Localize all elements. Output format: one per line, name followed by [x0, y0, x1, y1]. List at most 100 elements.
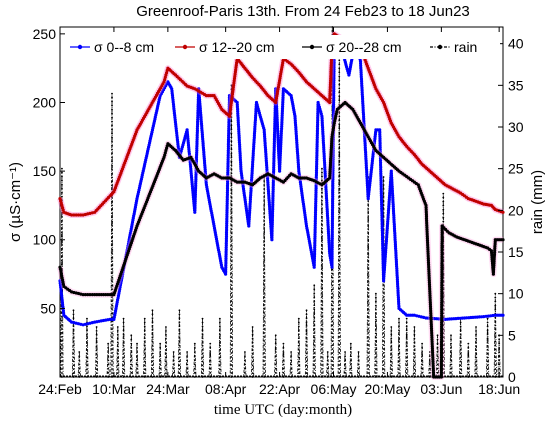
rain-point	[338, 327, 341, 330]
series-point	[224, 243, 228, 247]
series-point	[332, 96, 336, 100]
rain-point	[390, 341, 393, 344]
series-point	[193, 193, 197, 197]
rain-point	[151, 364, 154, 367]
rain-point	[331, 364, 334, 366]
rain-point	[367, 272, 370, 274]
rain-point	[467, 363, 470, 366]
series-point	[380, 204, 384, 209]
series-point	[279, 129, 283, 133]
series-point	[312, 263, 316, 267]
rain-point	[494, 324, 497, 327]
series-point	[331, 182, 335, 186]
rain-point	[297, 348, 300, 351]
rain-point	[201, 368, 204, 371]
series-point	[315, 162, 319, 166]
series-point	[70, 213, 74, 217]
rain-point	[282, 342, 285, 345]
rain-point	[413, 364, 416, 367]
series-point	[330, 217, 335, 221]
rain-point	[338, 135, 341, 138]
rain-point	[263, 188, 266, 190]
rain-point	[178, 317, 181, 320]
series-point	[226, 144, 230, 148]
series-point	[225, 210, 229, 214]
rain-point	[494, 296, 497, 299]
rain-point	[263, 368, 266, 370]
series-point	[332, 74, 336, 78]
x-tick-label: 22:Apr	[259, 381, 301, 397]
series-point	[270, 229, 274, 233]
rain-point	[230, 124, 233, 127]
rain-point	[338, 303, 341, 306]
rain-point	[338, 336, 341, 338]
rain-point	[338, 115, 341, 118]
rain-point	[218, 321, 221, 324]
rain-point	[61, 171, 63, 174]
rain-point	[382, 196, 385, 198]
rain-point	[201, 325, 204, 328]
rain-point	[111, 188, 113, 191]
rain-point	[436, 351, 439, 353]
series-point	[440, 314, 444, 318]
rain-point	[305, 309, 308, 312]
series-point	[440, 263, 444, 267]
rain-point	[382, 292, 385, 294]
rain-point	[244, 371, 246, 374]
rain-point	[459, 344, 462, 347]
rain-point	[95, 341, 98, 344]
rain-point	[230, 244, 233, 247]
series-point	[440, 305, 444, 309]
rain-point	[313, 324, 316, 327]
legend-label: σ 0--8 cm	[94, 39, 154, 55]
rain-point	[321, 219, 323, 222]
rain-point	[321, 295, 323, 298]
rain-point	[459, 337, 462, 340]
rain-point	[459, 348, 462, 351]
series-point	[380, 215, 384, 220]
series-point	[225, 186, 230, 190]
series-point	[273, 120, 277, 124]
series-point	[195, 142, 199, 146]
rain-point	[263, 200, 266, 202]
y-right-tick-label: 10	[508, 286, 524, 302]
rain-point	[230, 216, 233, 219]
rain-point	[313, 360, 316, 362]
series-point	[313, 230, 317, 234]
rain-point	[218, 329, 221, 332]
rain-point	[230, 296, 233, 298]
rain-point	[111, 328, 113, 331]
rain-point	[165, 337, 167, 340]
series-point	[440, 287, 444, 292]
rain-point	[111, 196, 113, 199]
rain-point	[367, 352, 370, 354]
series-point	[440, 336, 444, 340]
rain-point	[159, 363, 162, 366]
rain-point	[251, 341, 254, 344]
rain-point	[338, 255, 341, 258]
rain-point	[367, 220, 370, 222]
series-point	[313, 217, 317, 221]
rain-point	[382, 188, 385, 190]
rain-point	[467, 367, 470, 370]
rain-point	[274, 351, 277, 353]
series-point	[439, 342, 444, 346]
legend-label: rain	[454, 39, 477, 55]
series-point	[326, 216, 330, 220]
rain-point	[374, 360, 377, 363]
rain-point	[244, 359, 246, 362]
rain-point	[263, 360, 266, 362]
series-point	[440, 292, 444, 296]
rain-point	[263, 220, 266, 222]
series-point	[193, 199, 197, 203]
series-point	[330, 215, 335, 219]
rain-point	[178, 360, 181, 363]
legend-label: σ 12--20 cm	[199, 39, 275, 55]
rain-point	[374, 332, 377, 335]
rain-point	[263, 204, 266, 206]
rain-point	[61, 316, 63, 318]
rain-point	[338, 175, 341, 178]
series-point	[271, 194, 275, 198]
rain-point	[61, 352, 63, 354]
rain-point	[61, 356, 63, 358]
